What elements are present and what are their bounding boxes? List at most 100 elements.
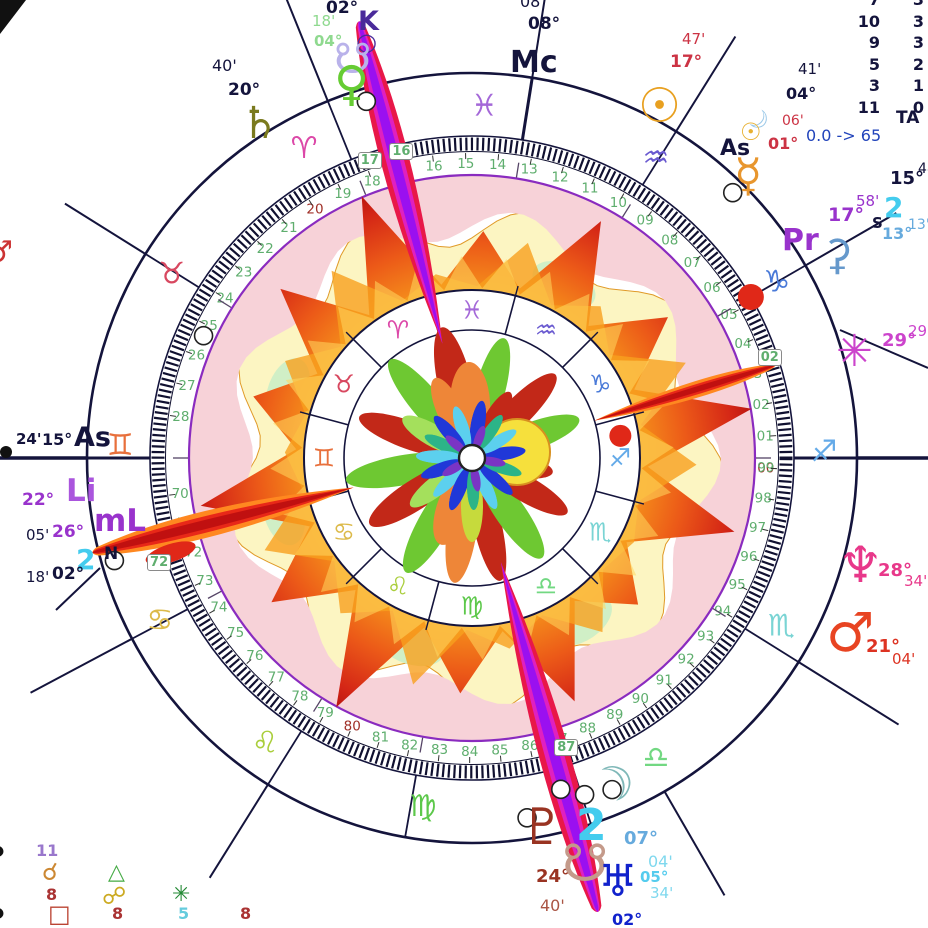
scale-tick bbox=[642, 702, 648, 709]
inner-zodiac-glyph-pisces: ♓ bbox=[461, 296, 483, 325]
tick-ring bbox=[151, 137, 793, 779]
b07-deg: 07° bbox=[624, 828, 659, 849]
conjunction-marker-circle bbox=[193, 325, 214, 346]
flower-center bbox=[457, 443, 487, 473]
scale-tick bbox=[319, 716, 324, 723]
zodiac-glyph-capricorn: ♑ bbox=[763, 265, 790, 300]
scale-number: 14 bbox=[489, 157, 506, 173]
zodiac-glyph-leo: ♌ bbox=[252, 725, 279, 760]
uranus-min: 29' bbox=[908, 322, 928, 340]
inner-zodiac-glyph-libra: ♎ bbox=[535, 572, 557, 601]
scale-tick bbox=[199, 320, 205, 325]
flower-petal-inner bbox=[424, 434, 464, 456]
scale-number: 75 bbox=[227, 625, 244, 641]
pointer-line bbox=[839, 329, 928, 369]
scale-number: 81 bbox=[372, 729, 389, 745]
table-cell: 5 bbox=[868, 54, 880, 74]
inner-zodiac-glyph-capricorn: ♑ bbox=[589, 370, 611, 399]
scale-tick bbox=[169, 415, 176, 417]
pr-label: Pr bbox=[782, 223, 819, 258]
scale-tick bbox=[176, 382, 183, 386]
house-cusp-line bbox=[267, 730, 303, 785]
scale-tick bbox=[747, 339, 754, 343]
conjunction-marker-circle bbox=[517, 808, 537, 828]
scale-tick bbox=[741, 586, 748, 591]
scale-number: 70 bbox=[172, 486, 189, 502]
flower-petal-inner bbox=[433, 464, 466, 497]
chiron-deg: 02° bbox=[326, 0, 359, 18]
mars-min: 04' bbox=[892, 650, 916, 668]
scale-number: 80 bbox=[344, 719, 361, 735]
scale-tick bbox=[432, 155, 434, 162]
s-label: S bbox=[872, 214, 883, 232]
scale-number: 89 bbox=[606, 707, 623, 723]
scale-tick bbox=[589, 732, 593, 739]
scale-badge-02: 02 bbox=[757, 349, 782, 367]
scale-number: 27 bbox=[178, 378, 195, 394]
house-cusp-line bbox=[145, 253, 200, 289]
node-min: 18' bbox=[26, 568, 50, 586]
zodiac-glyph-gemini: ♊ bbox=[107, 428, 134, 463]
uranus-deg: 29° bbox=[882, 330, 917, 351]
flower-petal-inner bbox=[479, 456, 506, 467]
scale-number: 02 bbox=[753, 397, 770, 413]
conjunction-marker-circle bbox=[602, 779, 622, 800]
house-cusp-line bbox=[326, 100, 353, 160]
zodiac-glyph-aquarius: ♒ bbox=[642, 140, 669, 175]
ray-magenta-top bbox=[355, 21, 443, 344]
scale-number: 85 bbox=[491, 743, 508, 759]
inner-sector-tick bbox=[590, 576, 599, 585]
mc-min: 08' bbox=[520, 0, 545, 11]
cusp-minor-tick bbox=[218, 299, 232, 309]
scale-number: 06 bbox=[703, 280, 720, 296]
table-cell: 2 bbox=[912, 54, 924, 74]
flower-petal-inner bbox=[480, 429, 517, 454]
axis-spoke bbox=[531, 0, 546, 78]
chiron-icon: K bbox=[358, 6, 379, 37]
inner-sector-line bbox=[352, 547, 383, 578]
ml-label: mL bbox=[94, 503, 147, 539]
axis-spoke bbox=[804, 212, 897, 267]
pr-deg: 17° bbox=[828, 204, 864, 226]
table-cell: 3 bbox=[912, 11, 924, 31]
zodiac-glyph-libra: ♎ bbox=[642, 741, 669, 776]
inner-sector-line bbox=[595, 490, 635, 503]
zodiac-glyph-aries: ♈ bbox=[291, 131, 318, 166]
scale-number: 23 bbox=[235, 265, 252, 281]
scale-tick bbox=[234, 265, 241, 270]
table-cell: 3 bbox=[868, 76, 880, 95]
house-cusp-line bbox=[131, 608, 189, 640]
scale-number: 28 bbox=[172, 409, 189, 425]
table-cell: 0 bbox=[912, 97, 924, 117]
scale-number: 90 bbox=[632, 691, 649, 707]
scale-tick bbox=[497, 154, 500, 161]
cusp-minor-tick bbox=[359, 180, 367, 195]
flower-petal-inner bbox=[474, 466, 498, 509]
legend-item: 11 bbox=[36, 841, 59, 860]
scale-number: 04 bbox=[734, 336, 751, 352]
inner-sector-line bbox=[561, 338, 592, 369]
scale-number: 18 bbox=[364, 173, 381, 189]
house-cusp-line bbox=[641, 131, 677, 186]
scale-tick bbox=[765, 402, 773, 405]
uranus-star-icon: ✳ bbox=[836, 326, 873, 377]
pr-min: 58' bbox=[856, 192, 880, 210]
scale-tick bbox=[709, 639, 715, 644]
scale-number: 88 bbox=[579, 720, 596, 736]
scale-number: 20 bbox=[306, 201, 323, 217]
conjunction-marker-circle bbox=[722, 182, 743, 203]
zodiac-glyph-scorpio: ♏ bbox=[768, 608, 795, 643]
scale-number: 19 bbox=[334, 186, 351, 202]
scale-tick bbox=[726, 613, 733, 618]
sun-small-icon: ☉ bbox=[740, 118, 762, 146]
scale-tick bbox=[268, 680, 274, 686]
cusp-minor-tick bbox=[207, 590, 222, 599]
scale-number: 77 bbox=[268, 669, 285, 685]
p2-deg: 13° bbox=[882, 224, 913, 243]
legend-item: ☍ bbox=[102, 882, 127, 910]
axis-spoke bbox=[797, 661, 900, 726]
inner-sector-line bbox=[427, 581, 440, 621]
ceres-icon: ⚳ bbox=[822, 230, 853, 279]
inner-sector-line bbox=[352, 338, 383, 369]
cusp-minor-tick bbox=[717, 307, 732, 317]
